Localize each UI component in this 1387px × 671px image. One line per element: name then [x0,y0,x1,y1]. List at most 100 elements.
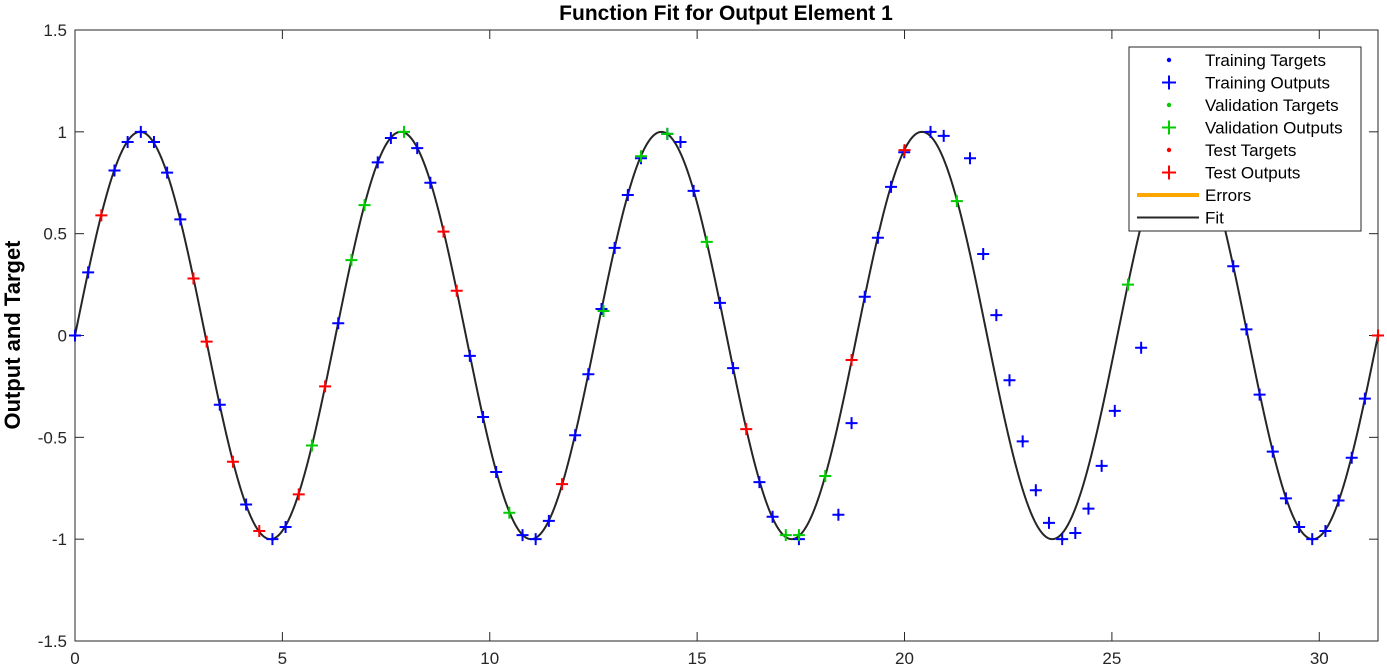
legend-label-training-targets: Training Targets [1205,51,1326,70]
training-outputs-point [858,290,871,303]
validation-outputs-point [358,199,371,212]
validation-outputs-point [1121,278,1134,291]
test-outputs-point [740,423,753,436]
x-tick-label: 10 [480,649,499,668]
training-outputs-point [279,520,292,533]
training-outputs-point [411,142,424,155]
training-outputs-point [1003,374,1016,387]
test-outputs-point [226,455,239,468]
training-outputs-point [727,362,740,375]
training-outputs-point [516,529,529,542]
training-outputs-point [753,476,766,489]
legend-label-errors: Errors [1205,186,1251,205]
test-outputs-point [95,209,108,222]
validation-outputs-point [700,235,713,248]
legend-marker-validation-outputs [1162,120,1176,135]
training-outputs-point [1016,435,1029,448]
y-tick-label: -1.5 [38,632,67,651]
training-outputs-point [569,429,582,442]
x-tick-label: 30 [1310,649,1329,668]
legend-marker-test-targets [1166,147,1172,153]
validation-outputs-point [779,529,792,542]
test-outputs-point [200,335,213,348]
training-outputs-point [1358,392,1371,405]
training-outputs-point [1135,341,1148,354]
training-outputs-point [69,329,81,342]
legend-label-test-outputs: Test Outputs [1205,164,1300,183]
x-tick-label: 0 [70,649,79,668]
training-outputs-point [161,166,174,179]
training-outputs-point [924,125,937,138]
test-outputs-point [253,525,266,538]
training-outputs-point [121,136,134,149]
training-outputs-point [713,296,726,309]
x-tick-label: 25 [1102,649,1121,668]
training-outputs-point [1253,388,1266,401]
x-tick-label: 5 [278,649,287,668]
training-outputs-point [990,309,1003,322]
validation-outputs-point [345,254,358,267]
training-outputs-point [1319,525,1332,538]
test-outputs-point [845,353,858,366]
legend-label-validation-outputs: Validation Outputs [1205,119,1343,138]
legend-marker-test-outputs [1162,165,1176,180]
validation-outputs-point [792,529,805,542]
training-outputs-point [977,248,990,261]
test-outputs-point [437,225,450,238]
test-outputs-point [450,284,463,297]
training-outputs-point [1069,527,1082,540]
training-outputs-point [463,349,476,362]
training-outputs-point [332,317,345,330]
training-outputs-point [1279,492,1292,505]
validation-outputs-point [819,470,832,483]
training-outputs-point [371,156,384,169]
legend-label-test-targets: Test Targets [1205,141,1296,160]
training-outputs-point [621,188,634,201]
y-tick-label: 1 [58,123,67,142]
x-tick-label: 15 [688,649,707,668]
training-outputs-point [1108,404,1121,417]
training-outputs-point [1332,494,1345,507]
legend-box [1128,46,1362,232]
validation-outputs-point [503,506,516,519]
legend: Training Targets Training Outputs Validati… [1128,46,1362,232]
test-outputs-point [556,478,569,491]
training-outputs-point [1095,459,1108,472]
training-outputs-point [1042,516,1055,529]
training-outputs-point [964,152,977,165]
legend-marker-validation-targets [1166,102,1172,108]
y-tick-label: -0.5 [38,428,67,447]
x-tick-label: 20 [895,649,914,668]
training-outputs-point [1240,323,1253,336]
training-outputs-point [1029,484,1042,497]
training-outputs-point [687,184,700,197]
training-outputs-point [240,498,253,511]
training-outputs-point [885,180,898,193]
training-outputs-point [608,241,621,254]
training-outputs-point [582,368,595,381]
validation-outputs-point [950,195,963,208]
y-tick-label: 0.5 [43,225,67,244]
test-outputs-series [95,144,1384,538]
training-outputs-point [1056,533,1069,546]
training-outputs-point [384,131,397,144]
validation-outputs-point [661,127,674,140]
y-tick-label: 1.5 [43,21,67,40]
training-outputs-point [1227,260,1240,273]
training-outputs-point [832,508,845,521]
test-outputs-point [898,144,911,157]
training-outputs-point [674,136,687,149]
y-tick-label: 0 [58,327,67,346]
training-outputs-point [1293,520,1306,533]
training-outputs-point [937,129,950,142]
training-outputs-point [595,303,608,316]
legend-label-fit: Fit [1205,209,1224,228]
training-outputs-point [1082,502,1095,515]
validation-outputs-point [634,150,647,163]
chart-title: Function Fit for Output Element 1 [559,2,893,25]
legend-label-training-outputs: Training Outputs [1205,74,1330,93]
test-outputs-point [319,380,332,393]
training-outputs-point [477,410,490,423]
test-outputs-point [1372,329,1384,342]
